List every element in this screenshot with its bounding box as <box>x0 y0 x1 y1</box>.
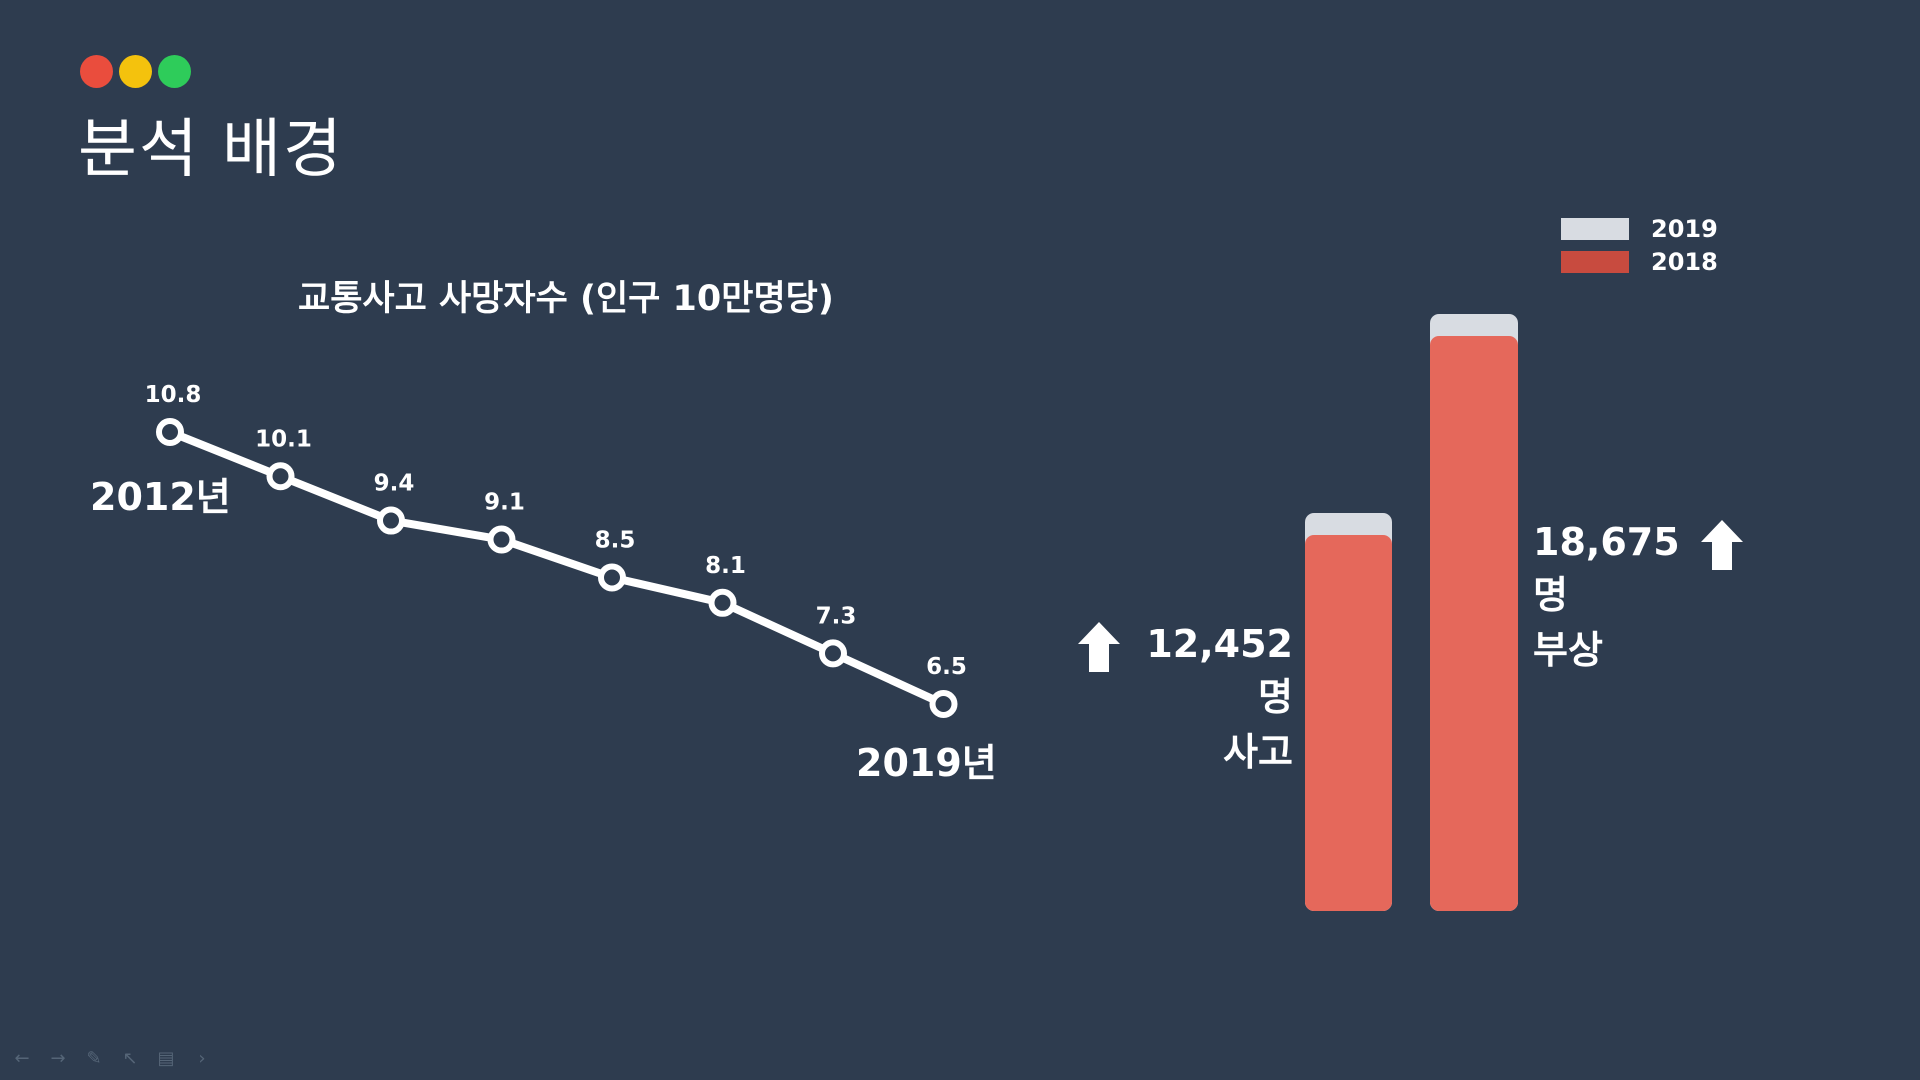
line-data-label: 10.1 <box>255 426 312 452</box>
pointer-icon[interactable]: ↖ <box>122 1048 138 1069</box>
line-series <box>168 428 946 708</box>
accident-label: 사고 <box>1223 730 1293 774</box>
red-dot-icon <box>80 55 113 88</box>
line-start-year-label: 2012년 <box>90 475 231 519</box>
line-point <box>266 462 295 491</box>
line-point <box>819 639 847 668</box>
page-title: 분석 배경 <box>78 113 344 187</box>
legend-entry-2018: 2018 <box>1561 245 1718 278</box>
legend-label-2019: 2019 <box>1651 214 1718 243</box>
line-point <box>708 588 737 617</box>
chevron-right-icon[interactable]: › <box>198 1048 206 1069</box>
line-data-label: 10.8 <box>145 382 202 408</box>
line-data-label: 9.4 <box>374 471 415 497</box>
line-chart-title: 교통사고 사망자수 (인구 10만명당) <box>298 279 834 319</box>
line-data-label: 7.3 <box>816 603 857 629</box>
legend-entry-2019: 2019 <box>1561 212 1718 245</box>
accident-annotation: 12,452명 사고 <box>1133 622 1293 776</box>
slide-toolbar: ← → ✎ ↖ ▤ › <box>12 1048 212 1069</box>
injury-annotation: 18,675명 부상 <box>1533 520 1703 674</box>
bar-accident-2018 <box>1305 534 1392 911</box>
legend-label-2018: 2018 <box>1651 247 1718 276</box>
line-point <box>377 506 405 535</box>
injury-value: 18,675명 <box>1533 520 1680 617</box>
arrow-left-icon[interactable]: ← <box>14 1048 30 1069</box>
green-dot-icon <box>158 55 191 88</box>
bar-injury-2018 <box>1430 336 1518 911</box>
bar-accident <box>1305 512 1392 911</box>
menu-icon[interactable]: ▤ <box>157 1048 175 1069</box>
pen-icon[interactable]: ✎ <box>86 1048 102 1069</box>
arrow-right-icon[interactable]: → <box>50 1048 66 1069</box>
bar-legend: 2019 2018 <box>1561 212 1718 278</box>
traffic-light-dots <box>80 55 191 88</box>
accident-value: 12,452명 <box>1146 622 1293 719</box>
injury-label: 부상 <box>1533 628 1603 672</box>
line-point <box>598 563 626 592</box>
legend-swatch-2018 <box>1561 250 1629 273</box>
line-data-label: 8.5 <box>595 527 636 553</box>
legend-swatch-2019 <box>1561 217 1629 240</box>
line-data-label: 9.1 <box>484 490 525 516</box>
arrow-up-icon <box>1701 520 1743 570</box>
line-end-year-label: 2019년 <box>856 741 997 785</box>
bar-injury <box>1430 314 1518 911</box>
line-point <box>487 525 516 554</box>
line-data-label: 6.5 <box>926 654 967 680</box>
line-point <box>156 418 184 446</box>
yellow-dot-icon <box>119 55 152 88</box>
line-point <box>929 690 958 718</box>
arrow-up-icon <box>1078 622 1120 672</box>
line-data-label: 8.1 <box>705 553 746 579</box>
